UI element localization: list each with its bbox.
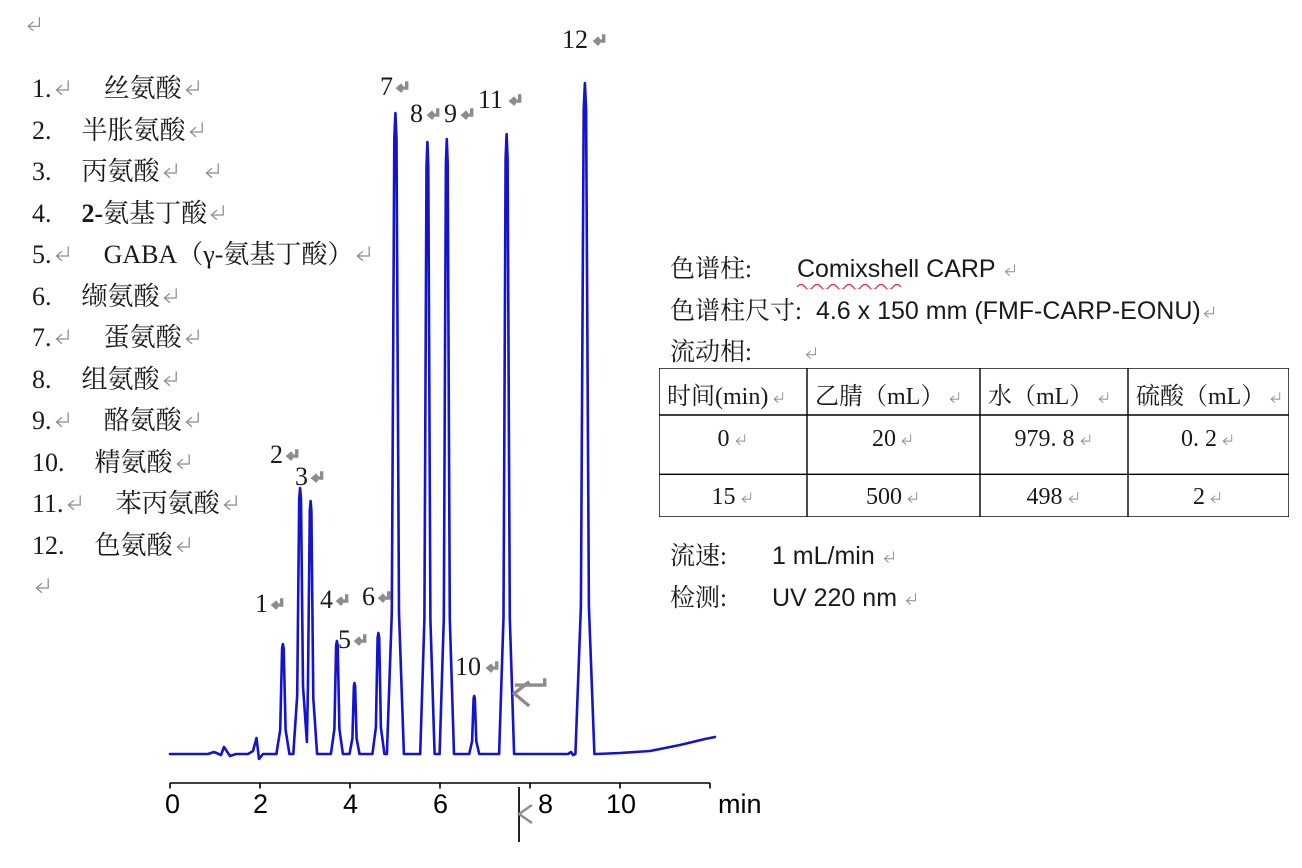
svg-text:7: 7: [380, 72, 393, 101]
svg-text:3: 3: [295, 462, 308, 491]
svg-text:4: 4: [343, 789, 358, 819]
svg-text:8: 8: [410, 99, 423, 128]
svg-text:5: 5: [338, 625, 351, 654]
svg-text:10: 10: [606, 789, 636, 819]
svg-text:12: 12: [562, 25, 588, 54]
svg-text:4: 4: [320, 585, 333, 614]
svg-text:2: 2: [253, 789, 268, 819]
svg-text:min: min: [718, 789, 762, 819]
svg-text:6: 6: [433, 789, 448, 819]
svg-text:11: 11: [478, 85, 503, 114]
svg-text:2: 2: [270, 440, 283, 469]
svg-text:0: 0: [165, 789, 180, 819]
svg-text:6: 6: [362, 582, 375, 611]
svg-text:1: 1: [255, 589, 268, 618]
svg-text:10: 10: [455, 652, 481, 681]
svg-text:9: 9: [444, 99, 457, 128]
svg-text:8: 8: [538, 789, 553, 819]
